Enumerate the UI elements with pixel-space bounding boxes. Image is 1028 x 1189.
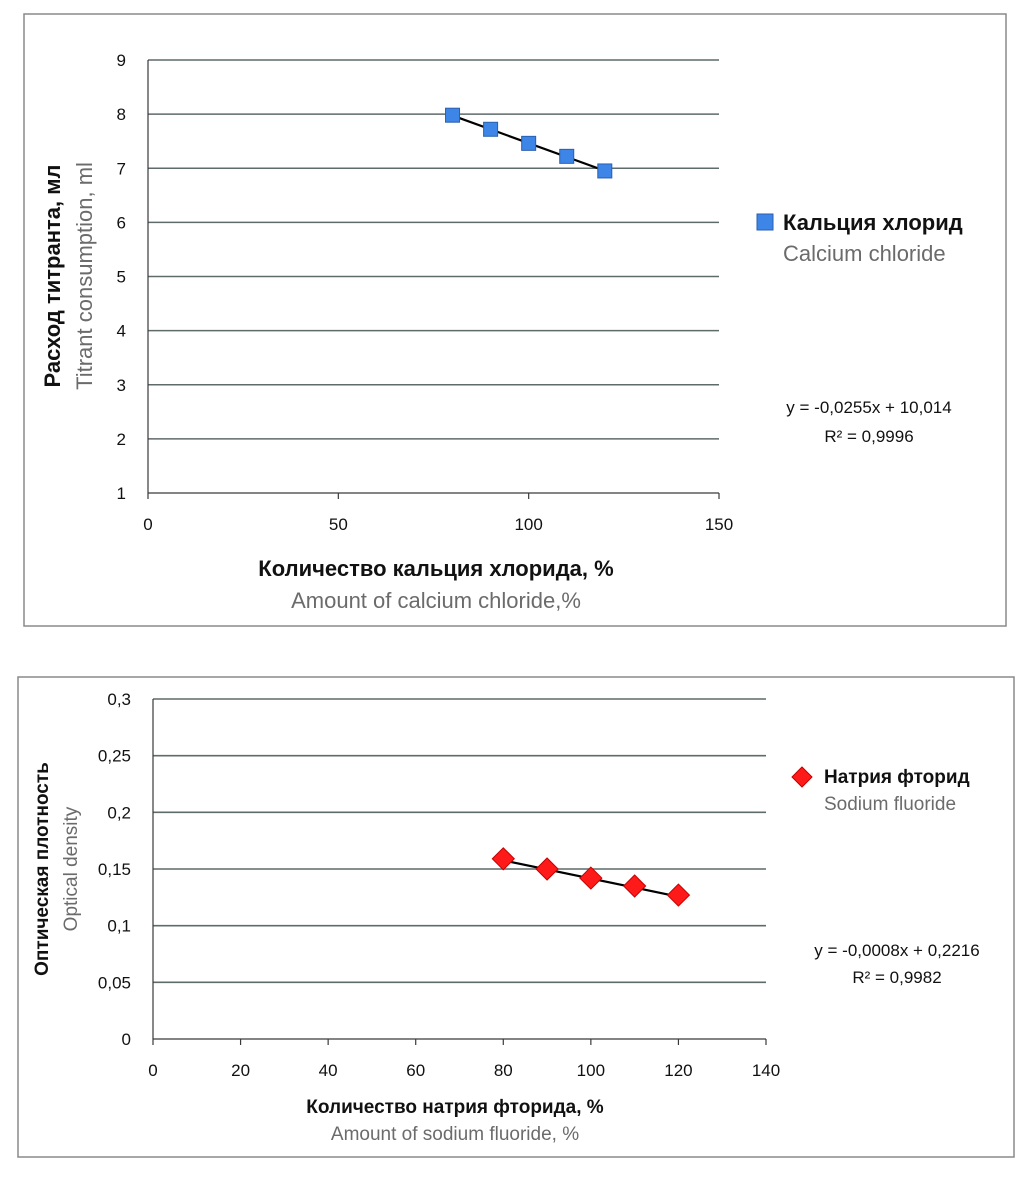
c2-x-tick-label: 0 bbox=[148, 1061, 157, 1080]
c1-y-tick-label: 5 bbox=[117, 268, 126, 287]
c1-y-tick-label: 9 bbox=[117, 51, 126, 70]
c2-y-tick-label: 0,1 bbox=[107, 917, 131, 936]
chart1-data-points bbox=[445, 107, 613, 179]
chart2-y-tick-labels: 0 0,05 0,1 0,15 0,2 0,25 0,3 bbox=[98, 690, 131, 1049]
chart1-y-axis-title-en: Titrant consumption, ml bbox=[72, 162, 97, 390]
chart2-x-axis-title-en: Amount of sodium fluoride, % bbox=[331, 1124, 579, 1145]
c2-y-tick-label: 0,15 bbox=[98, 860, 131, 879]
chart2-legend-label: Натрия фторид bbox=[824, 767, 970, 788]
c1-data-point bbox=[521, 135, 537, 151]
c2-data-point bbox=[622, 874, 647, 898]
chart2-y-axis-title: Оптическая плотность bbox=[32, 762, 53, 976]
chart2-frame bbox=[17, 676, 1015, 1158]
c1-data-point bbox=[597, 163, 613, 179]
c1-data-point bbox=[483, 121, 499, 137]
chart2-data-points bbox=[491, 847, 691, 907]
chart1-x-tick-labels: 0 50 100 150 bbox=[143, 493, 733, 534]
chart2-trend-equation: y = -0,0008x + 0,2216 bbox=[814, 941, 979, 960]
c2-y-tick-label: 0,2 bbox=[107, 803, 131, 822]
c1-x-tick-label: 100 bbox=[514, 515, 542, 534]
c1-y-tick-label: 3 bbox=[117, 376, 126, 395]
c1-y-tick-label: 1 bbox=[117, 484, 126, 503]
c1-data-point bbox=[445, 107, 461, 123]
chart2-x-axis-title: Количество натрия фторида, % bbox=[306, 1097, 604, 1118]
c1-x-tick-label: 0 bbox=[143, 515, 152, 534]
c2-data-point bbox=[491, 847, 515, 871]
c2-y-tick-label: 0 bbox=[122, 1030, 131, 1049]
c2-x-tick-label: 20 bbox=[231, 1061, 250, 1080]
chart2-legend-marker bbox=[791, 766, 813, 788]
c2-x-tick-label: 60 bbox=[406, 1061, 425, 1080]
c1-y-tick-label: 6 bbox=[117, 213, 126, 232]
sodium-fluoride-chart: 0 0,05 0,1 0,15 0,2 0,25 0,3 0 20 40 60 80 100 120 14… bbox=[17, 676, 1015, 1158]
chart1-legend-label: Кальция хлорид bbox=[783, 210, 963, 235]
chart1-gridlines bbox=[147, 59, 719, 494]
c2-y-tick-label: 0,25 bbox=[98, 747, 131, 766]
c1-x-tick-label: 150 bbox=[705, 515, 733, 534]
c2-x-tick-label: 120 bbox=[664, 1061, 692, 1080]
chart1-trend-r2: R² = 0,9996 bbox=[824, 427, 913, 446]
chart1-y-tick-labels: 1 2 3 4 5 6 7 8 9 bbox=[117, 51, 126, 503]
chart1-x-axis-title-en: Amount of calcium chloride,% bbox=[291, 588, 581, 613]
chart1-frame bbox=[23, 13, 1007, 627]
c2-x-tick-label: 100 bbox=[577, 1061, 605, 1080]
chart1-trend-equation: y = -0,0255x + 10,014 bbox=[786, 398, 951, 417]
c1-y-tick-label: 2 bbox=[117, 430, 126, 449]
chart2-legend-label-en: Sodium fluoride bbox=[824, 794, 956, 815]
c1-x-tick-label: 50 bbox=[329, 515, 348, 534]
chart1-legend-marker bbox=[756, 213, 774, 231]
c1-y-tick-label: 8 bbox=[117, 105, 126, 124]
c2-x-tick-label: 40 bbox=[319, 1061, 338, 1080]
chart1-legend-label-en: Calcium chloride bbox=[783, 241, 946, 266]
c2-data-point bbox=[579, 866, 603, 890]
chart2-gridlines bbox=[152, 698, 766, 1040]
c2-data-point bbox=[666, 883, 691, 907]
chart1-legend: Кальция хлорид Calcium chloride bbox=[756, 210, 963, 266]
chart2-x-tick-labels: 0 20 40 60 80 100 120 140 bbox=[148, 1039, 780, 1080]
chart2-y-axis-title-en: Optical density bbox=[61, 806, 82, 931]
chart1-x-axis-title: Количество кальция хлорида, % bbox=[258, 556, 613, 581]
c1-y-tick-label: 7 bbox=[117, 159, 126, 178]
c2-y-tick-label: 0,3 bbox=[107, 690, 131, 709]
c2-data-point bbox=[535, 857, 559, 881]
c2-y-tick-label: 0,05 bbox=[98, 973, 131, 992]
c1-y-tick-label: 4 bbox=[117, 322, 126, 341]
c1-data-point bbox=[559, 148, 575, 164]
c2-x-tick-label: 80 bbox=[494, 1061, 513, 1080]
chart2-legend: Натрия фторид Sodium fluoride bbox=[791, 766, 970, 815]
c2-x-tick-label: 140 bbox=[752, 1061, 780, 1080]
chart2-trend-r2: R² = 0,9982 bbox=[852, 968, 941, 987]
chart1-y-axis-title: Расход титранта, мл bbox=[40, 165, 65, 388]
